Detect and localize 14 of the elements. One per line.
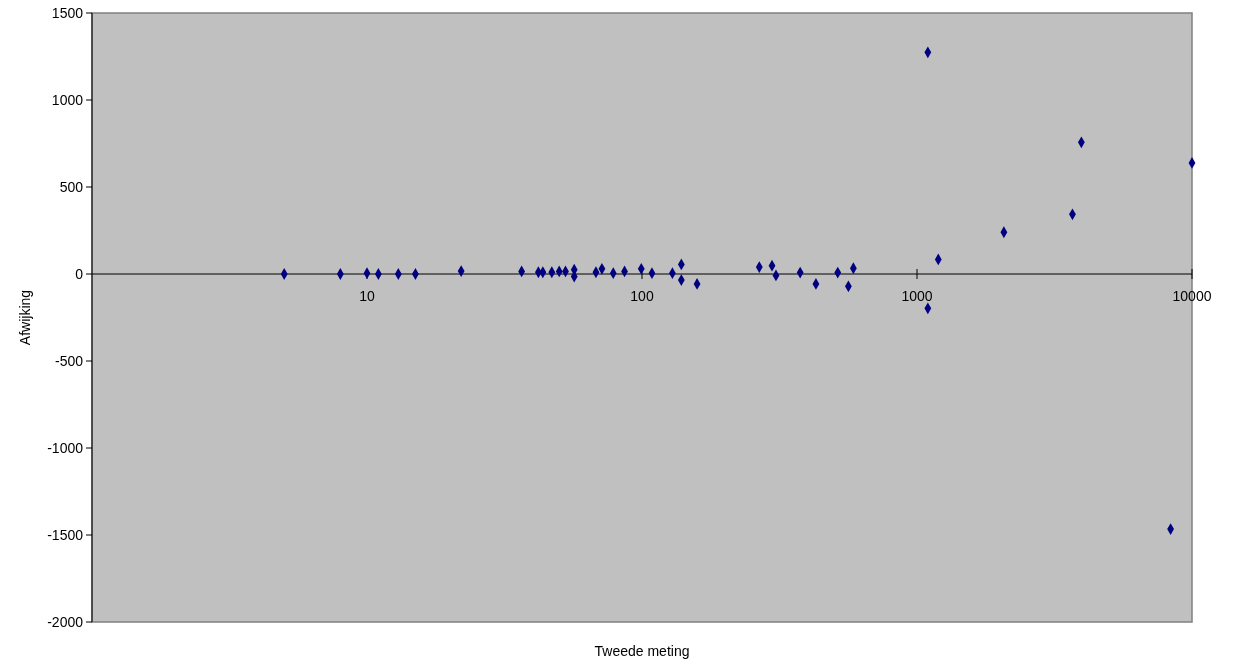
x-tick-label: 10000	[1172, 288, 1212, 304]
x-tick-label: 10	[359, 288, 375, 304]
y-tick-label: -500	[54, 352, 84, 369]
y-tick-label: 0	[75, 265, 84, 282]
y-tick-label: 1500	[51, 4, 84, 21]
x-tick-label: 100	[630, 288, 654, 304]
y-tick-label: -2000	[47, 613, 84, 630]
x-tick-label: 1000	[901, 288, 933, 304]
y-tick-label: -1500	[47, 526, 84, 543]
y-tick-label: 1000	[51, 91, 84, 108]
y-tick-label: 500	[59, 178, 84, 195]
y-axis-title: Afwijking	[17, 289, 33, 346]
y-tick-label: -1000	[47, 439, 84, 456]
x-axis-title: Tweede meting	[594, 643, 690, 659]
